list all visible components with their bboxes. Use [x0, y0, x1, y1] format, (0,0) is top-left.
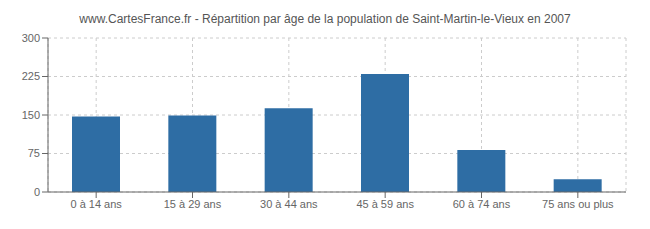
svg-text:0: 0 — [34, 186, 40, 198]
svg-text:60 à 74 ans: 60 à 74 ans — [453, 198, 511, 210]
svg-text:15 à 29 ans: 15 à 29 ans — [164, 198, 222, 210]
svg-text:0 à 14 ans: 0 à 14 ans — [70, 198, 122, 210]
svg-text:75 ans ou plus: 75 ans ou plus — [542, 198, 614, 210]
svg-text:300: 300 — [22, 32, 40, 44]
svg-text:45 à 59 ans: 45 à 59 ans — [356, 198, 414, 210]
svg-text:75: 75 — [28, 147, 40, 159]
html-text:www.CartesFrance.fr - Répartit: www.CartesFrance.fr - Répartition par âg… — [79, 12, 571, 26]
svg-text:30 à 44 ans: 30 à 44 ans — [260, 198, 318, 210]
svg-text:150: 150 — [22, 109, 40, 121]
svg-text:225: 225 — [22, 70, 40, 82]
